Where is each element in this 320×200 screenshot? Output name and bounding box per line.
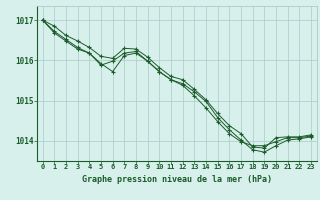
X-axis label: Graphe pression niveau de la mer (hPa): Graphe pression niveau de la mer (hPa) [82,175,272,184]
